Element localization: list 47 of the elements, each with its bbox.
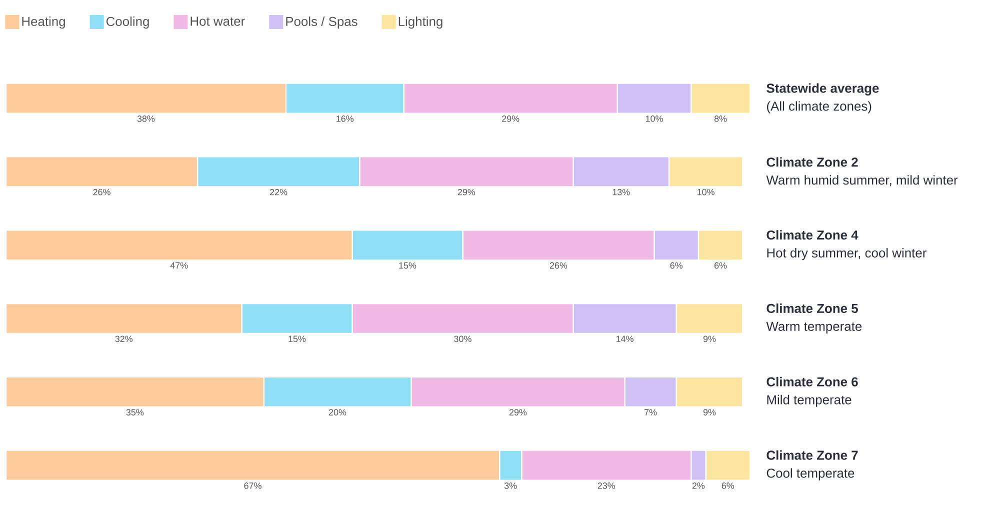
data-label: 9% xyxy=(703,336,716,342)
data-label: 26% xyxy=(550,262,568,269)
data-label: 30% xyxy=(454,336,472,342)
legend-label: Lighting xyxy=(398,16,442,29)
y-tick-label: Climate Zone 5 xyxy=(766,304,858,314)
data-label: 26% xyxy=(93,188,110,196)
data-label: 22% xyxy=(270,188,288,196)
data-label: 16% xyxy=(336,116,354,122)
data-label: 29% xyxy=(502,116,520,122)
legend-label: Pools / Spas xyxy=(286,16,358,29)
data-label: 3% xyxy=(504,482,517,489)
data-label: 10% xyxy=(646,116,663,122)
data-label: 2% xyxy=(692,482,705,489)
data-label: 6% xyxy=(714,262,727,269)
text: Warm humid summer, mild winter xyxy=(766,175,958,186)
data-label: 15% xyxy=(288,336,306,342)
y-tick-label: Climate Zone 2 xyxy=(766,157,858,167)
data-label: 15% xyxy=(399,262,416,269)
data-label: 7% xyxy=(644,409,657,416)
data-label: 35% xyxy=(126,409,144,416)
data-label: 23% xyxy=(598,482,616,489)
data-label: 8% xyxy=(714,116,727,122)
text: Mild temperate xyxy=(767,394,852,407)
data-label: 32% xyxy=(115,336,133,342)
legend-label: Hot water xyxy=(190,16,245,26)
text: (All climate zones) xyxy=(767,101,872,114)
data-label: 29% xyxy=(458,188,476,196)
text: Hot dry summer, cool winter xyxy=(767,248,926,260)
legend-label: Heating xyxy=(22,16,65,29)
data-label: 67% xyxy=(244,482,262,489)
data-label: 6% xyxy=(670,262,683,269)
text: Cool temperate xyxy=(766,468,854,480)
data-label: 14% xyxy=(616,336,634,342)
data-label: 20% xyxy=(328,409,346,416)
y-tick-label: Climate Zone 7 xyxy=(766,450,858,460)
data-label: 29% xyxy=(509,409,527,416)
data-label: 6% xyxy=(722,482,734,489)
data-label: 10% xyxy=(698,188,714,196)
data-label: 38% xyxy=(137,116,155,122)
text: Warm temperate xyxy=(766,322,862,334)
legend-label: Cooling xyxy=(106,16,149,29)
data-label: 13% xyxy=(612,188,630,196)
data-label: 9% xyxy=(703,409,716,416)
y-tick-label: Climate Zone 4 xyxy=(766,230,858,240)
y-tick-label: Statewide average xyxy=(766,83,879,96)
y-tick-label: Climate Zone 6 xyxy=(766,376,858,386)
data-label: 47% xyxy=(170,262,188,269)
